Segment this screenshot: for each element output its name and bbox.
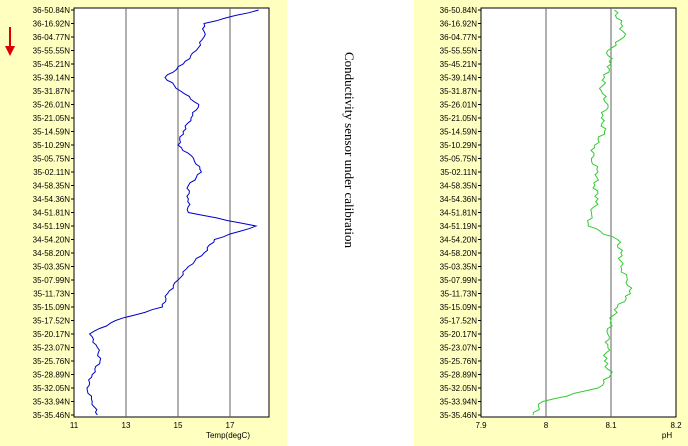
ph-chart: 36-50.84N 36-16.92N 36-04.77N 35-55.55N 35-4…: [440, 6, 682, 440]
ph-y-tick-label: 35-25.76N: [440, 357, 478, 366]
ph-y-tick-label: 35-07.99N: [440, 276, 478, 285]
temperature-y-tick-label: 35-32.05N: [33, 384, 71, 393]
ph-y-tick-label: 34-51.81N: [440, 209, 478, 218]
ph-y-tick-label: 34-58.35N: [440, 182, 478, 191]
ph-y-tick-label: 34-51.19N: [440, 222, 478, 231]
direction-arrow: [5, 27, 15, 56]
ph-y-tick-label: 35-32.05N: [440, 384, 478, 393]
ph-y-tick-label: 35-05.75N: [440, 155, 478, 164]
ph-x-tick-label: 8.1: [605, 421, 617, 430]
temperature-y-tick-label: 35-28.89N: [33, 371, 71, 380]
temperature-y-tick-label: 34-54.36N: [33, 195, 71, 204]
ph-y-tick-label: 34-58.20N: [440, 249, 478, 258]
ph-x-tick-label: 7.9: [475, 421, 487, 430]
temperature-y-tick-label: 34-58.20N: [33, 249, 71, 258]
ph-plot-area: [480, 7, 677, 418]
ph-y-tick-label: 35-17.52N: [440, 317, 478, 326]
ph-y-tick-label: 35-15.09N: [440, 303, 478, 312]
temperature-y-tick-label: 35-39.14N: [33, 74, 71, 83]
ph-y-tick-label: 35-23.07N: [440, 344, 478, 353]
temperature-x-tick-label: 13: [122, 421, 131, 430]
temperature-y-tick-label: 35-11.73N: [33, 290, 70, 299]
temperature-y-tick-label: 35-35.46N: [33, 411, 71, 420]
temperature-y-tick-label: 35-17.52N: [33, 317, 71, 326]
ph-y-tick-label: 36-16.92N: [440, 20, 478, 29]
temperature-y-tick-label: 35-03.35N: [33, 263, 71, 272]
temperature-y-tick-label: 34-51.81N: [33, 209, 71, 218]
temperature-y-tick-label: 35-05.75N: [33, 155, 71, 164]
temperature-y-tick-label: 36-04.77N: [33, 33, 71, 42]
temperature-chart: 36-50.84N 36-16.92N 36-04.77N 35-55.55N 35-4…: [33, 6, 270, 440]
temperature-y-tick-label: 36-50.84N: [33, 6, 71, 15]
temperature-y-tick-label: 35-20.17N: [33, 330, 71, 339]
temperature-y-tick-label: 35-21.05N: [33, 114, 71, 123]
ph-y-tick-label: 35-11.73N: [440, 290, 477, 299]
temperature-x-tick-label: 17: [226, 421, 235, 430]
annotation-text: Conductivity sensor under calibration: [342, 52, 357, 249]
ph-y-tick-label: 35-28.89N: [440, 371, 478, 380]
temperature-series-line: [86, 9, 259, 416]
ph-x-tick-label: 8: [544, 421, 549, 430]
ph-y-tick-label: 36-04.77N: [440, 33, 478, 42]
ph-y-tick-label: 35-20.17N: [440, 330, 478, 339]
temperature-y-tick-label: 35-45.21N: [33, 60, 71, 69]
temperature-y-tick-label: 35-10.29N: [33, 141, 71, 150]
temperature-y-tick-label: 35-07.99N: [33, 276, 71, 285]
temperature-y-tick-label: 34-54.20N: [33, 236, 71, 245]
temperature-y-tick-label: 35-14.59N: [33, 128, 71, 137]
temperature-plot-area: [73, 7, 270, 418]
ph-y-tick-label: 35-21.05N: [440, 114, 478, 123]
temperature-y-tick-label: 35-33.94N: [33, 398, 71, 407]
temperature-y-tick-label: 35-26.01N: [33, 101, 71, 110]
ph-y-tick-label: 35-14.59N: [440, 128, 478, 137]
ph-y-tick-label: 35-02.11N: [440, 168, 477, 177]
ph-y-tick-label: 35-10.29N: [440, 141, 478, 150]
temperature-x-tick-label: 15: [174, 421, 183, 430]
temperature-y-tick-label: 35-15.09N: [33, 303, 71, 312]
temperature-y-tick-label: 35-25.76N: [33, 357, 71, 366]
temperature-y-tick-label: 35-02.11N: [33, 168, 70, 177]
temperature-y-tick-label: 35-31.87N: [33, 87, 71, 96]
ph-y-tick-label: 34-54.20N: [440, 236, 478, 245]
temperature-y-tick-label: 34-58.35N: [33, 182, 71, 191]
ph-series-line: [532, 9, 633, 416]
ph-x-tick-label: 8.2: [670, 421, 682, 430]
temperature-x-axis-label: Temp(degC): [206, 431, 250, 440]
ph-y-tick-label: 35-26.01N: [440, 101, 478, 110]
ph-y-tick-label: 35-39.14N: [440, 74, 478, 83]
ph-y-tick-label: 36-50.84N: [440, 6, 478, 15]
ph-y-tick-label: 35-31.87N: [440, 87, 478, 96]
ph-y-tick-label: 35-33.94N: [440, 398, 478, 407]
temperature-x-tick-label: 11: [70, 421, 79, 430]
temperature-y-tick-label: 35-55.55N: [33, 47, 71, 56]
temperature-y-tick-label: 35-23.07N: [33, 344, 71, 353]
ph-x-axis-label: pH: [662, 431, 672, 440]
ph-y-tick-label: 35-45.21N: [440, 60, 478, 69]
ph-y-tick-label: 35-55.55N: [440, 47, 478, 56]
ph-y-tick-label: 34-54.36N: [440, 195, 478, 204]
ph-y-tick-label: 35-03.35N: [440, 263, 478, 272]
temperature-y-tick-label: 34-51.19N: [33, 222, 71, 231]
ph-y-tick-label: 35-35.46N: [440, 411, 478, 420]
temperature-y-tick-label: 36-16.92N: [33, 20, 71, 29]
